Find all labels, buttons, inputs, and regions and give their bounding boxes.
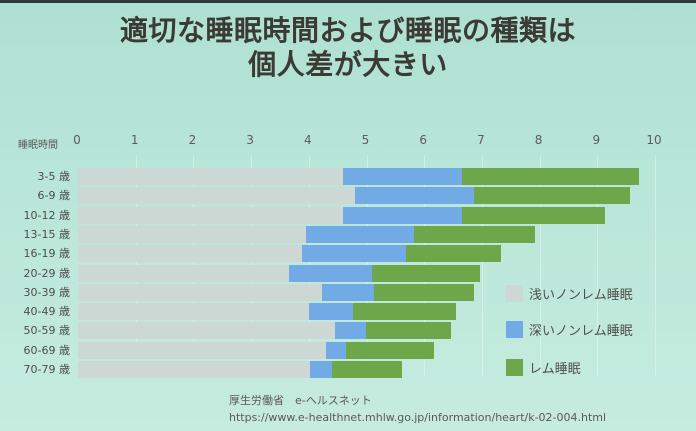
row-label: 20-29 歳 [23,266,70,280]
bar-segment-deep-nonrem [343,206,462,224]
bar-row [78,264,481,282]
bar-segment-deep-nonrem [322,283,374,301]
bar-row [78,225,535,243]
bar-segment-light-nonrem [78,341,327,359]
bar-row [78,361,403,378]
bar-segment-light-nonrem [78,283,323,301]
x-tick: 6 [419,133,428,147]
bar-segment-rem [365,322,451,340]
x-tick: 5 [361,133,370,147]
x-tick: 7 [477,133,485,147]
row-label: 50-59 歳 [23,324,70,338]
row-label: 6-9 歳 [37,189,70,203]
bar-segment-light-nonrem [78,245,302,263]
bar-segment-rem [413,225,535,243]
bar-row [78,303,456,321]
source-org: 厚生労働省 e-ヘルスネット [229,394,372,407]
bar-segment-rem [331,361,403,378]
legend-label: レム睡眠 [529,362,581,377]
bar-segment-rem [461,168,639,185]
bar-row [78,206,605,224]
legend-item: 深いノンレム睡眠 [506,320,633,339]
bar-row [78,168,639,185]
top-edge-strip [0,0,696,3]
bar-segment-deep-nonrem [289,264,373,282]
bar-segment-light-nonrem [78,322,335,340]
row-label: 40-49 歳 [23,305,70,319]
bar-segment-rem [461,206,605,224]
x-tick: 1 [130,133,139,147]
bar-row [78,283,474,301]
bar-segment-deep-nonrem [301,245,406,263]
x-tick: 8 [534,133,543,147]
bar-segment-light-nonrem [78,187,355,205]
bar-segment-light-nonrem [78,206,344,224]
bar-segment-deep-nonrem [308,303,354,321]
gridline [597,155,599,377]
gridline [481,155,483,377]
bar-row [78,245,501,263]
bar-segment-rem [405,245,501,263]
row-label: 60-69 歳 [23,343,70,357]
x-tick: 10 [646,133,662,147]
bar-segment-rem [473,187,631,205]
x-tick: 0 [73,133,81,147]
legend-item: レム睡眠 [506,358,581,377]
bar-segment-light-nonrem [78,264,290,282]
gridline [539,155,541,377]
bar-segment-rem [346,341,434,359]
row-label: 13-15 歳 [23,227,70,241]
gridline [655,155,656,377]
legend-swatch-icon [506,321,523,338]
bar-segment-light-nonrem [78,361,310,378]
x-tick: 2 [188,133,197,147]
bar-row [78,187,631,205]
legend-item: 浅いノンレム睡眠 [506,284,633,303]
legend-label: 深いノンレム睡眠 [529,324,633,339]
row-label: 10-12 歳 [23,208,70,222]
x-tick: 3 [246,133,254,147]
bar-row [78,322,451,340]
x-tick: 4 [303,133,312,147]
bar-segment-rem [353,303,456,321]
bar-segment-deep-nonrem [326,341,347,359]
bar-segment-deep-nonrem [343,168,462,185]
bar-segment-rem [372,264,481,282]
row-label: 30-39 歳 [23,285,70,299]
legend-label: 浅いノンレム睡眠 [529,288,633,303]
legend-swatch-icon [506,359,523,376]
bar-segment-deep-nonrem [309,361,332,378]
bar-segment-deep-nonrem [354,187,474,205]
bar-segment-deep-nonrem [305,225,414,243]
legend-swatch-icon [506,285,523,302]
bar-segment-deep-nonrem [334,322,366,340]
x-tick: 9 [592,133,601,147]
title-line-1: 適切な睡眠時間および睡眠の種類は [119,14,576,47]
row-label: 70-79 歳 [23,363,70,376]
bar-segment-light-nonrem [78,168,344,185]
row-label: 3-5 歳 [37,170,70,183]
row-label: 16-19 歳 [23,247,70,261]
bar-row [78,341,434,359]
source-url: https://www.e-healthnet.mhlw.go.jp/infor… [229,411,607,424]
title-line-2: 個人差が大きい [248,48,448,81]
bar-segment-rem [373,283,474,301]
x-axis-label: 睡眠時間 [18,140,58,151]
slide-title: 適切な睡眠時間および睡眠の種類は 個人差が大きい [0,14,696,82]
bar-segment-light-nonrem [78,303,309,321]
source-citation: 厚生労働省 e-ヘルスネット https://www.e-healthnet.m… [229,392,606,426]
bar-segment-light-nonrem [78,225,306,243]
